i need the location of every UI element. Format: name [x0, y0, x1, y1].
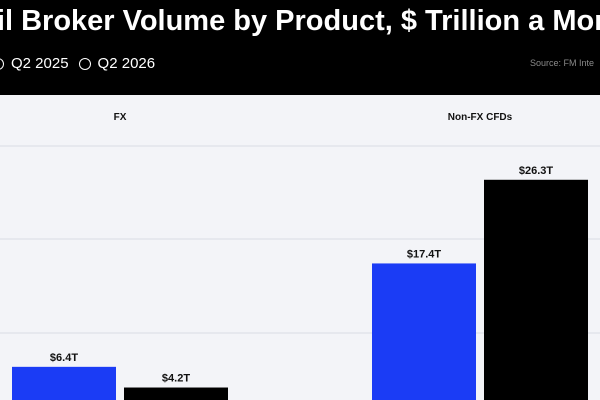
legend-label-q2-2026: Q2 2026 [97, 55, 156, 72]
legend-marker-icon [0, 57, 4, 70]
legend-marker-icon [78, 57, 91, 70]
legend: Q2 2025 Q2 2026 [0, 55, 155, 72]
chart-title: etail Broker Volume by Product, $ Trilli… [0, 5, 600, 37]
data-label: $17.4T [407, 248, 442, 260]
chart-header: etail Broker Volume by Product, $ Trilli… [0, 0, 600, 95]
chart-area: FX Non-FX CFDs $6.4T $17.4T $4.2T $26.3T [0, 95, 600, 400]
panel-title-non-fx-cfds: Non-FX CFDs [447, 112, 513, 123]
data-label: $4.2T [162, 373, 190, 385]
legend-item-q2-2025: Q2 2025 [0, 55, 69, 72]
bar-fx-q2-2026 [124, 387, 228, 400]
data-label: $26.3T [519, 165, 554, 177]
panel-title-fx: FX [113, 112, 127, 123]
bar-non-fx-cfds-q2-2025 [372, 263, 476, 400]
legend-label-q2-2025: Q2 2025 [11, 55, 69, 72]
bar-fx-q2-2025 [12, 366, 116, 400]
data-label: $6.4T [50, 352, 78, 364]
legend-item-q2-2026: Q2 2026 [78, 55, 156, 72]
source-note: Source: FM Inte [530, 58, 595, 68]
chart-plot: $6.4T $17.4T $4.2T $26.3T [0, 145, 600, 400]
bar-non-fx-cfds-q2-2026 [484, 179, 588, 400]
